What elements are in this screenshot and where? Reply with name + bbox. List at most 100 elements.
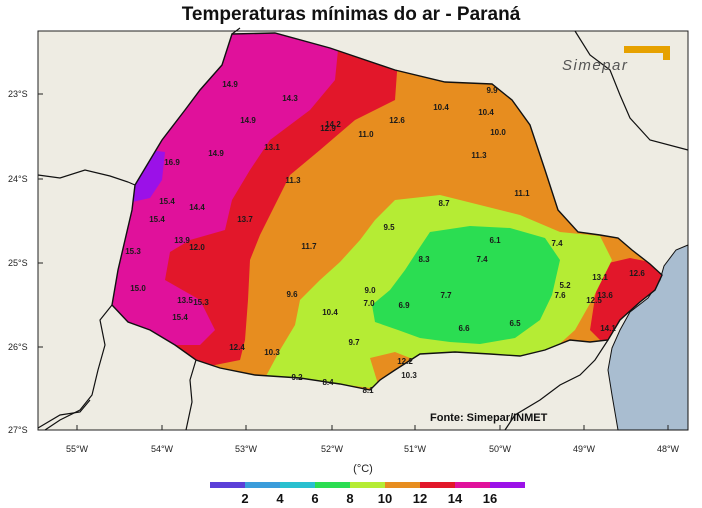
station-value: 9.7 — [348, 338, 360, 347]
lon-label: 50°W — [489, 444, 512, 454]
data-source-label: Fonte: Simepar/INMET — [430, 412, 548, 424]
station-value: 15.0 — [130, 284, 146, 293]
legend-tick: 8 — [346, 491, 353, 506]
station-value: 15.4 — [159, 197, 175, 206]
station-value: 8.1 — [362, 386, 374, 395]
lon-label: 54°W — [151, 444, 174, 454]
station-value: 6.6 — [458, 324, 470, 333]
legend-swatch — [280, 482, 315, 488]
station-value: 11.1 — [514, 189, 530, 198]
legend-swatch — [455, 482, 490, 488]
station-value: 14.1 — [600, 324, 616, 333]
legend-tick: 4 — [276, 491, 284, 506]
station-value: 14.4 — [189, 203, 205, 212]
station-value: 16.9 — [164, 158, 180, 167]
station-value: 10.4 — [478, 108, 494, 117]
station-value: 5.2 — [559, 281, 571, 290]
station-value: 14.9 — [222, 80, 238, 89]
station-value: 8.7 — [438, 199, 450, 208]
station-value: 8.4 — [322, 378, 334, 387]
map-title: Temperaturas mínimas do ar - Paraná — [181, 4, 521, 25]
station-value: 12.6 — [629, 269, 645, 278]
legend-tick: 2 — [241, 491, 248, 506]
station-value: 9.5 — [383, 223, 395, 232]
lon-label: 51°W — [404, 444, 427, 454]
station-value: 7.4 — [476, 255, 488, 264]
station-value: 10.4 — [433, 103, 449, 112]
station-value: 14.3 — [282, 94, 298, 103]
lon-label: 52°W — [321, 444, 344, 454]
station-value: 15.3 — [193, 298, 209, 307]
station-value: 11.0 — [358, 130, 374, 139]
legend-tick: 10 — [378, 491, 392, 506]
legend-swatch — [490, 482, 525, 488]
station-value: 12.2 — [397, 357, 413, 366]
station-values: 14.9 14.3 14.9 14.2 12.9 12.6 11.0 9.9 1… — [125, 80, 645, 395]
simepar-logo: Simepar — [562, 46, 670, 74]
station-value: 6.9 — [398, 301, 410, 310]
station-value: 7.6 — [554, 291, 566, 300]
station-value: 9.6 — [286, 290, 298, 299]
station-value: 11.3 — [471, 151, 487, 160]
atlantic-ocean — [607, 244, 689, 431]
station-value: 14.9 — [240, 116, 256, 125]
station-value: 13.5 — [177, 296, 193, 305]
station-value: 7.7 — [440, 291, 452, 300]
station-value: 13.9 — [174, 236, 190, 245]
parana-state-outline — [111, 32, 663, 391]
station-value: 11.7 — [301, 242, 317, 251]
station-value: 10.0 — [490, 128, 506, 137]
lat-label: 24°S — [8, 174, 28, 184]
unit-label: (°C) — [353, 463, 373, 475]
color-legend: 2 4 6 8 10 12 14 16 — [210, 482, 525, 506]
longitude-labels: 55°W 54°W 53°W 52°W 51°W 50°W 49°W 48°W — [66, 444, 680, 454]
legend-swatch — [245, 482, 280, 488]
station-value: 12.4 — [229, 343, 245, 352]
legend-swatch — [385, 482, 420, 488]
station-value: 13.1 — [264, 143, 280, 152]
lat-label: 23°S — [8, 89, 28, 99]
legend-swatch — [315, 482, 350, 488]
station-value: 7.4 — [551, 239, 563, 248]
axis-ticks — [38, 93, 669, 431]
logo-text: Simepar — [562, 57, 628, 74]
lon-label: 55°W — [66, 444, 89, 454]
legend-tick: 12 — [413, 491, 427, 506]
latitude-labels: 23°S 24°S 25°S 26°S 27°S — [8, 89, 28, 435]
station-value: 9.2 — [291, 373, 303, 382]
neighbor-borders — [37, 27, 689, 431]
station-value: 10.4 — [322, 308, 338, 317]
station-value: 7.0 — [363, 299, 375, 308]
legend-tick: 16 — [483, 491, 497, 506]
lat-label: 27°S — [8, 425, 28, 435]
legend-swatch — [210, 482, 245, 488]
station-value: 8.3 — [418, 255, 430, 264]
station-value: 14.9 — [208, 149, 224, 158]
station-value: 15.4 — [149, 215, 165, 224]
station-value: 10.3 — [264, 348, 280, 357]
legend-swatch — [350, 482, 385, 488]
station-value: 12.9 — [320, 124, 336, 133]
lon-label: 48°W — [657, 444, 680, 454]
station-value: 12.5 — [586, 296, 602, 305]
station-value: 15.3 — [125, 247, 141, 256]
station-value: 12.0 — [189, 243, 205, 252]
station-value: 6.1 — [489, 236, 501, 245]
station-value: 9.0 — [364, 286, 376, 295]
station-value: 15.4 — [172, 313, 188, 322]
legend-tick: 6 — [311, 491, 318, 506]
station-value: 10.3 — [401, 371, 417, 380]
lat-label: 26°S — [8, 342, 28, 352]
station-value: 12.6 — [389, 116, 405, 125]
lon-label: 49°W — [573, 444, 596, 454]
legend-tick: 14 — [448, 491, 463, 506]
lat-label: 25°S — [8, 258, 28, 268]
lon-label: 53°W — [235, 444, 258, 454]
station-value: 6.5 — [509, 319, 521, 328]
station-value: 14.2 — [325, 120, 341, 129]
legend-swatch — [420, 482, 455, 488]
station-value: 13.6 — [597, 291, 613, 300]
station-value: 9.9 — [486, 86, 498, 95]
station-value: 13.7 — [237, 215, 253, 224]
